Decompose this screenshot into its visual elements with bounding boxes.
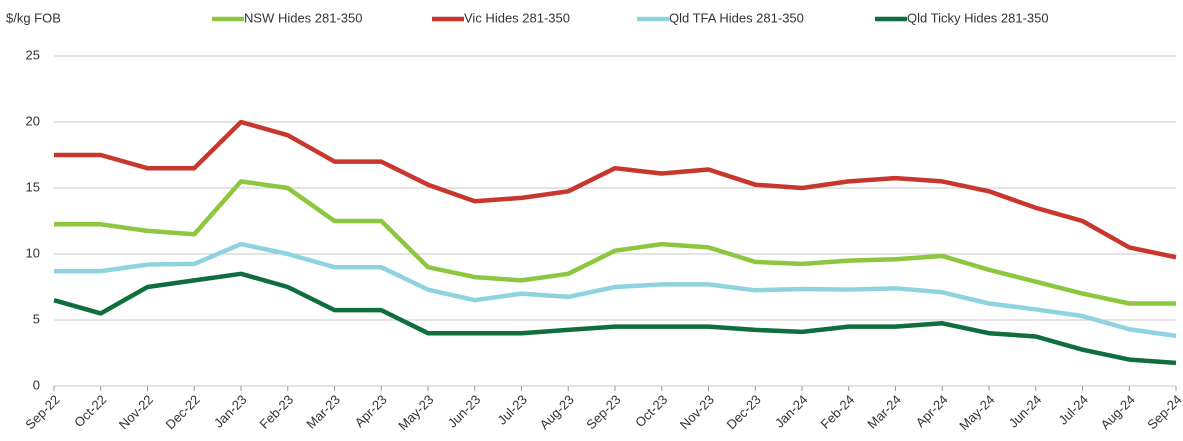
legend-label: Qld Ticky Hides 281-350 — [907, 10, 1049, 25]
x-tick-label: Nov-22 — [116, 392, 156, 432]
series-line — [54, 119, 1177, 260]
x-tick-label: Mar-24 — [864, 392, 904, 432]
x-tick-label: Jun-23 — [445, 392, 484, 431]
x-tick-label: May-23 — [395, 392, 436, 433]
y-tick-label: 15 — [26, 179, 40, 194]
x-tick-label: Aug-23 — [537, 392, 577, 432]
y-tick-label: 5 — [33, 311, 40, 326]
y-axis-label: $/kg FOB — [6, 10, 61, 25]
x-tick-label: Apr-23 — [352, 392, 390, 430]
x-tick-label: Jun-24 — [1006, 392, 1045, 431]
x-tick-label: Mar-23 — [303, 392, 343, 432]
series-line — [54, 241, 1177, 339]
series-line — [53, 271, 1177, 366]
x-tick-label: Nov-23 — [677, 392, 717, 432]
y-tick-label: 20 — [26, 113, 40, 128]
x-tick-label: Feb-23 — [257, 392, 297, 432]
x-tick-label: Sep-24 — [1144, 392, 1183, 432]
y-tick-label: 10 — [26, 245, 40, 260]
x-tick-label: Feb-24 — [818, 392, 858, 432]
x-tick-label: Jul-23 — [494, 392, 530, 428]
x-tick-label: Jul-24 — [1055, 392, 1091, 428]
legend-label: NSW Hides 281-350 — [244, 10, 363, 25]
x-tick-label: Sep-22 — [22, 392, 62, 432]
series-line — [54, 179, 1176, 306]
x-tick-label: Dec-23 — [724, 392, 764, 432]
legend-label: Qld TFA Hides 281-350 — [669, 10, 804, 25]
x-tick-label: Sep-23 — [583, 392, 623, 432]
x-tick-label: May-24 — [956, 392, 997, 433]
x-tick-label: Oct-23 — [632, 392, 670, 430]
x-tick-label: Aug-24 — [1098, 392, 1138, 432]
y-tick-label: 0 — [33, 377, 40, 392]
y-tick-label: 25 — [26, 47, 40, 62]
x-tick-label: Jan-23 — [211, 392, 250, 431]
x-tick-label: Apr-24 — [913, 392, 951, 430]
x-tick-label: Jan-24 — [772, 392, 811, 431]
x-tick-label: Oct-22 — [71, 392, 109, 430]
legend-label: Vic Hides 281-350 — [464, 10, 570, 25]
x-tick-label: Dec-22 — [163, 392, 203, 432]
